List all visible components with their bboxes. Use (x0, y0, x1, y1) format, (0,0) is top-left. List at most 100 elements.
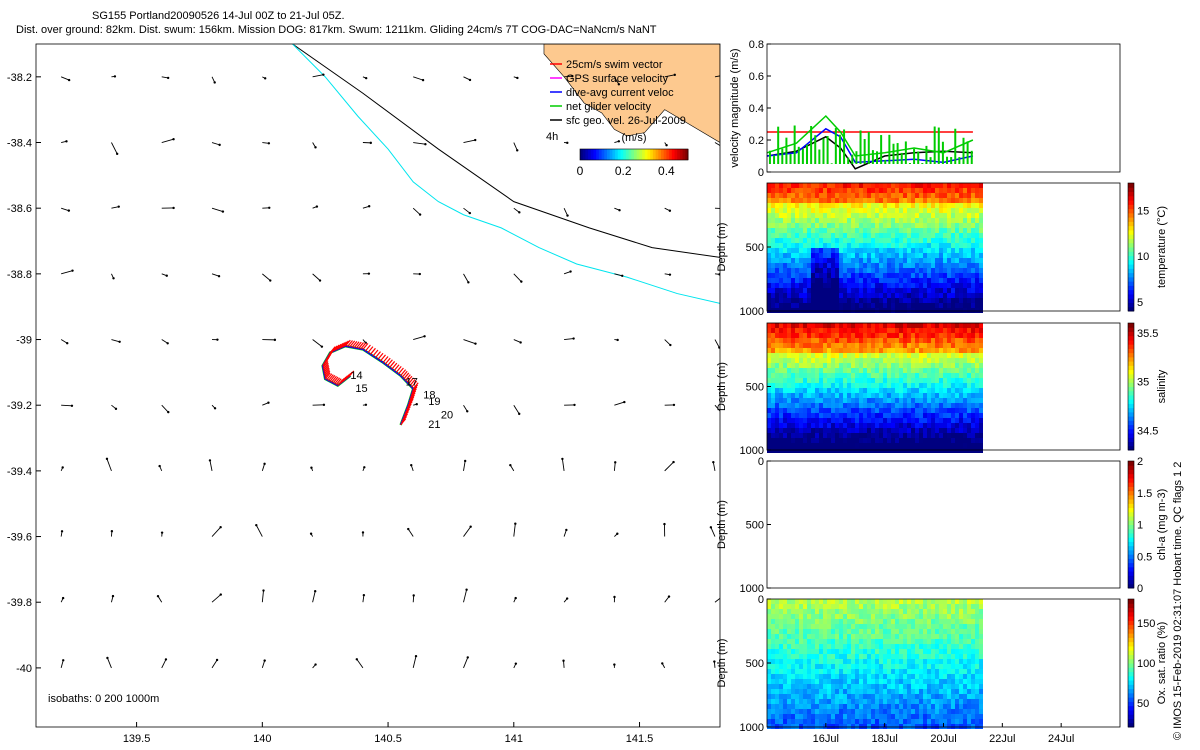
heatmap-cell (959, 418, 963, 423)
heatmap-cell (919, 639, 923, 644)
heatmap-cell (979, 408, 983, 413)
heatmap-cell (779, 193, 783, 198)
heatmap-cell (891, 368, 895, 373)
heatmap-cell (907, 609, 911, 614)
heatmap-cell (879, 724, 883, 729)
heatmap-cell (831, 218, 835, 223)
heatmap-cell (831, 248, 835, 253)
heatmap-cell (851, 338, 855, 343)
heatmap-cell (891, 644, 895, 649)
heatmap-cell (947, 724, 951, 729)
heatmap-cell (779, 218, 783, 223)
heatmap-cell (851, 203, 855, 208)
heatmap-cell (911, 378, 915, 383)
heatmap-cell (935, 624, 939, 629)
heatmap-cell (895, 714, 899, 719)
heatmap-cell (843, 373, 847, 378)
sfc-arrow-head (718, 273, 720, 276)
swim-vector (326, 373, 333, 381)
heatmap-cell (811, 378, 815, 383)
heatmap-cell (975, 398, 979, 403)
heatmap-cell (859, 413, 863, 418)
heatmap-cell (779, 634, 783, 639)
sfc-arrow (261, 463, 265, 472)
heatmap-cell (959, 258, 963, 263)
heatmap-cell (875, 699, 879, 704)
heatmap-cell (967, 238, 971, 243)
sfc-arrow (710, 527, 716, 537)
heatmap-cell (787, 699, 791, 704)
heatmap-cell (903, 443, 907, 448)
heatmap-cell (799, 619, 803, 624)
y-tick-label: -38.8 (7, 269, 32, 281)
heatmap-cell (927, 659, 931, 664)
heatmap-cell (839, 644, 843, 649)
colorbar-cell (663, 149, 667, 160)
heatmap-cell (939, 433, 943, 438)
heatmap-cell (971, 403, 975, 408)
y-tick-label: 0 (758, 167, 764, 179)
swim-vector (380, 354, 386, 362)
heatmap-cell (879, 278, 883, 283)
heatmap-cell (963, 183, 967, 188)
heatmap-cell (831, 368, 835, 373)
heatmap-cell (803, 624, 807, 629)
heatmap-cell (943, 323, 947, 328)
heatmap-cell (767, 684, 771, 689)
sfc-arrow (714, 339, 720, 348)
heatmap-cell (967, 709, 971, 714)
heatmap-cell (783, 228, 787, 233)
heatmap-cell (835, 348, 839, 353)
sfc-arrow-head (667, 595, 671, 598)
heatmap-cell (895, 243, 899, 248)
heatmap-cell (791, 619, 795, 624)
heatmap-cell (815, 368, 819, 373)
heatmap-cell (943, 709, 947, 714)
heatmap-cell (767, 293, 771, 298)
heatmap-cell (867, 709, 871, 714)
heatmap-cell (979, 418, 983, 423)
heatmap-cell (919, 258, 923, 263)
heatmap-cell (859, 373, 863, 378)
heatmap-cell (851, 248, 855, 253)
heatmap-cell (807, 659, 811, 664)
heatmap-cell (783, 278, 787, 283)
heatmap-cell (811, 203, 815, 208)
y-tick-label: 500 (746, 520, 764, 532)
heatmap-cell (831, 228, 835, 233)
heatmap-cell (915, 283, 919, 288)
heatmap-cell (875, 188, 879, 193)
heatmap-cell (979, 649, 983, 654)
heatmap-cell (979, 629, 983, 634)
heatmap-cell (815, 428, 819, 433)
heatmap-cell (963, 699, 967, 704)
heatmap-cell (879, 654, 883, 659)
heatmap-cell (779, 258, 783, 263)
heatmap-cell (787, 193, 791, 198)
heatmap-cell (823, 283, 827, 288)
heatmap-cell (819, 654, 823, 659)
heatmap-cell (883, 714, 887, 719)
heatmap-cell (767, 614, 771, 619)
sfc-arrow-head (672, 403, 676, 407)
sfc-arrow-head (514, 522, 517, 525)
heatmap-cell (843, 228, 847, 233)
heatmap-cell (955, 328, 959, 333)
heatmap-cell (935, 203, 939, 208)
heatmap-cell (843, 709, 847, 714)
sfc-arrow (513, 339, 521, 343)
heatmap-cell (883, 183, 887, 188)
heatmap-cell (771, 604, 775, 609)
heatmap-cell (835, 599, 839, 604)
heatmap-cell (907, 408, 911, 413)
heatmap-cell (899, 413, 903, 418)
heatmap-cell (779, 609, 783, 614)
heatmap-cell (935, 393, 939, 398)
heatmap-cell (807, 689, 811, 694)
heatmap-cell (799, 283, 803, 288)
heatmap-cell (839, 383, 843, 388)
heatmap-cell (883, 338, 887, 343)
heatmap-cell (963, 393, 967, 398)
heatmap-cell (855, 719, 859, 724)
heatmap-cell (815, 694, 819, 699)
